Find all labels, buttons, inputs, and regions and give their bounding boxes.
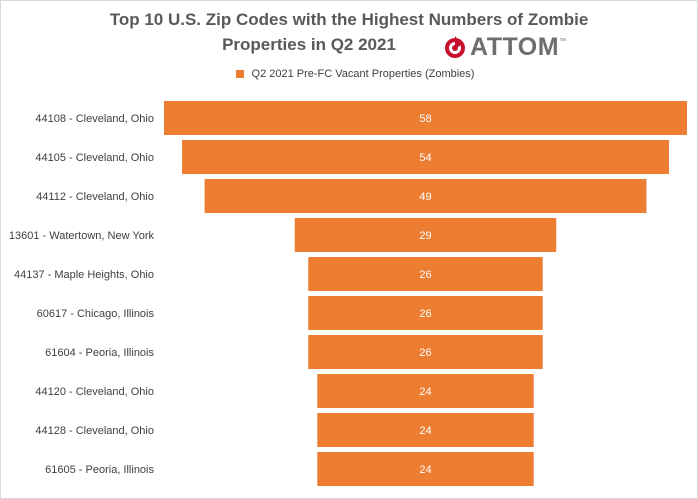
bar-value-label: 24 — [419, 386, 431, 398]
chart-title-line-1: Top 10 U.S. Zip Codes with the Highest N… — [109, 10, 589, 29]
bar-value-label: 24 — [419, 464, 431, 476]
category-label: 61605 - Peoria, Illinois — [45, 464, 154, 476]
funnel-bar — [164, 101, 687, 135]
category-label: 44112 - Cleveland, Ohio — [36, 191, 154, 203]
legend-swatch — [235, 70, 244, 78]
funnel-bar — [308, 335, 543, 369]
bar-value-label: 29 — [419, 230, 431, 242]
attom-logo: ATTOM ™ — [442, 32, 567, 61]
category-label: 61604 - Peoria, Illinois — [45, 347, 154, 359]
category-label: 44128 - Cleveland, Ohio — [35, 425, 154, 437]
logo-trademark: ™ — [559, 38, 567, 45]
funnel-bar — [308, 296, 543, 330]
category-label: 60617 - Chicago, Illinois — [37, 308, 155, 320]
funnel-bar — [182, 140, 669, 174]
bar-value-label: 54 — [419, 152, 431, 164]
funnel-bar — [317, 452, 534, 486]
bar-value-label: 26 — [419, 347, 431, 359]
chart-title-line-2: Properties in Q2 2021 — [222, 35, 396, 54]
funnel-bar — [294, 218, 557, 252]
category-label: 44120 - Cleveland, Ohio — [35, 386, 154, 398]
bar-value-label: 26 — [419, 269, 431, 281]
category-label: 44108 - Cleveland, Ohio — [35, 113, 154, 125]
legend: Q2 2021 Pre-FC Vacant Properties (Zombie… — [0, 68, 698, 80]
category-label: 44137 - Maple Heights, Ohio — [14, 269, 154, 281]
category-label: 13601 - Watertown, New York — [9, 230, 155, 242]
logo-text: ATTOM — [470, 32, 560, 61]
bar-value-label: 49 — [419, 191, 431, 203]
legend-label: Q2 2021 Pre-FC Vacant Properties (Zombie… — [251, 68, 475, 80]
bar-value-label: 58 — [419, 113, 431, 125]
funnel-bar — [308, 257, 543, 291]
funnel-bar — [317, 413, 534, 447]
funnel-bar — [204, 179, 647, 213]
bar-value-label: 26 — [419, 308, 431, 320]
flame-target-icon — [445, 36, 465, 58]
category-label: 44105 - Cleveland, Ohio — [35, 152, 154, 164]
funnel-bar — [317, 374, 534, 408]
bar-value-label: 24 — [419, 425, 431, 437]
